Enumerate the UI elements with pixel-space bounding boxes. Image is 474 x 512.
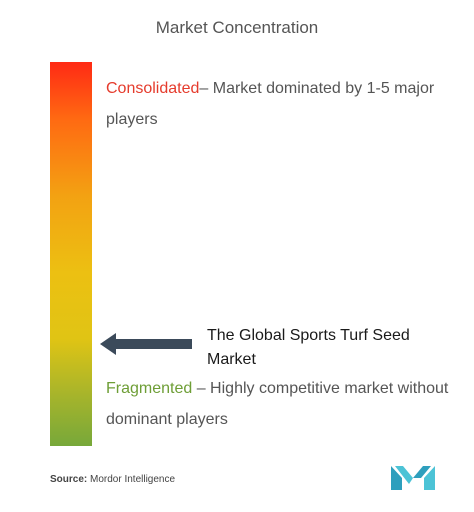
chart-title: Market Concentration: [155, 18, 319, 37]
source-prefix: Source:: [50, 474, 88, 485]
mordor-intelligence-logo: [391, 466, 435, 490]
fragmented-label: Fragmented: [106, 380, 193, 397]
source-text: Mordor Intelligence: [87, 474, 176, 485]
left-arrow-icon: [100, 333, 192, 355]
concentration-gradient-bar: [50, 62, 92, 446]
consolidated-label: Consolidated: [106, 80, 200, 97]
fragmented-text: – Highly competitive market without domi…: [106, 380, 449, 428]
fragmented-description: Fragmented – Highly competitive market w…: [106, 373, 456, 435]
consolidated-text: – Market dominated by 1-5 major players: [106, 80, 435, 128]
source-note: Source: Mordor Intelligence: [50, 474, 175, 485]
market-label: The Global Sports Turf Seed Market: [207, 327, 410, 368]
consolidated-description: Consolidated– Market dominated by 1-5 ma…: [106, 73, 456, 135]
